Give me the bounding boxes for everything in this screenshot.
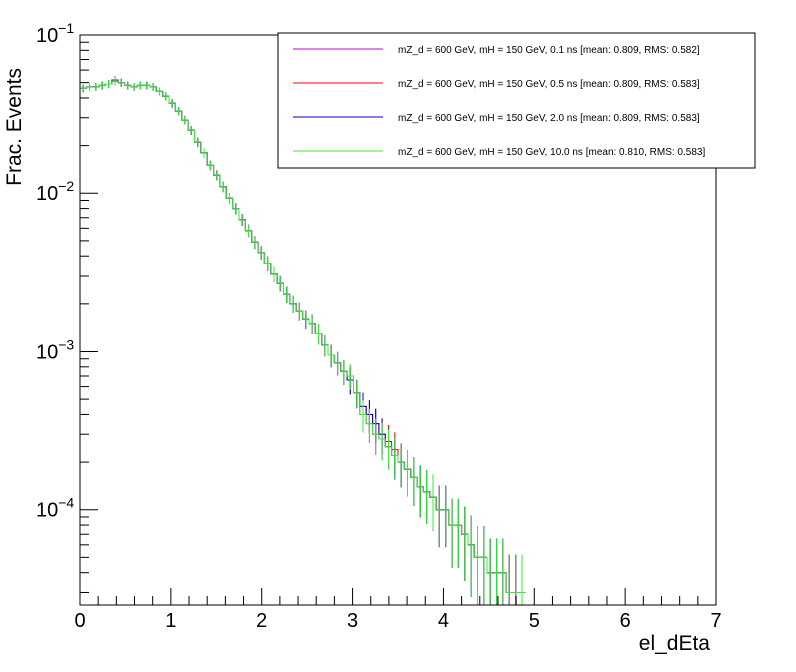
x-tick-label: 2 xyxy=(256,610,267,632)
y-tick-exponent: −1 xyxy=(58,20,74,36)
x-tick-label: 3 xyxy=(347,610,358,632)
y-axis-title: Frac. Events xyxy=(3,68,26,186)
legend-label: mZ_d = 600 GeV, mH = 150 GeV, 10.0 ns [m… xyxy=(398,147,705,158)
y-tick-exponent: −2 xyxy=(58,178,74,194)
x-axis-title: el_dEta xyxy=(639,632,711,655)
legend-entry-3: mZ_d = 600 GeV, mH = 150 GeV, 2.0 ns [me… xyxy=(293,113,700,124)
x-tick-label: 7 xyxy=(710,610,721,632)
series-layer xyxy=(80,76,526,605)
legend-box xyxy=(277,32,756,169)
x-tick-label: 6 xyxy=(620,610,631,632)
y-tick-exponent: −4 xyxy=(58,495,74,511)
legend: mZ_d = 600 GeV, mH = 150 GeV, 0.1 ns [me… xyxy=(277,32,756,169)
legend-entry-2: mZ_d = 600 GeV, mH = 150 GeV, 0.5 ns [me… xyxy=(293,79,700,90)
x-tick-label: 0 xyxy=(74,610,85,632)
legend-entry-1: mZ_d = 600 GeV, mH = 150 GeV, 0.1 ns [me… xyxy=(293,45,700,56)
x-tick-label: 1 xyxy=(165,610,176,632)
series-4 xyxy=(80,77,526,605)
y-tick-label: 10−2 xyxy=(36,178,74,205)
x-tick-label: 4 xyxy=(438,610,449,632)
legend-label: mZ_d = 600 GeV, mH = 150 GeV, 0.5 ns [me… xyxy=(398,79,700,90)
legend-label: mZ_d = 600 GeV, mH = 150 GeV, 0.1 ns [me… xyxy=(398,45,700,56)
legend-entry-4: mZ_d = 600 GeV, mH = 150 GeV, 10.0 ns [m… xyxy=(293,147,705,158)
x-tick-label: 5 xyxy=(529,610,540,632)
y-tick-label: 10−3 xyxy=(36,336,74,363)
axis-layer: 0 1 2 3 4 5 6 710−410−310−210−1 xyxy=(36,20,722,632)
series-4-line xyxy=(80,80,526,593)
y-tick-label: 10−4 xyxy=(36,495,74,522)
y-tick-exponent: −3 xyxy=(58,336,74,352)
legend-label: mZ_d = 600 GeV, mH = 150 GeV, 2.0 ns [me… xyxy=(398,113,700,124)
